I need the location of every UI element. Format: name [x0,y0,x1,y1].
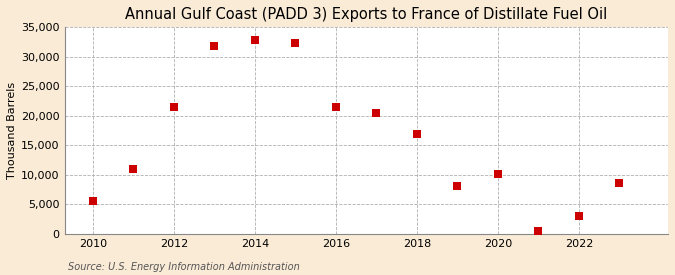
Point [493,172,504,177]
Point [452,183,463,188]
Point [371,111,382,115]
Point [209,44,220,48]
Point [614,181,625,185]
Point [128,167,139,171]
Point [574,214,585,218]
Text: Source: U.S. Energy Information Administration: Source: U.S. Energy Information Administ… [68,262,299,272]
Point [331,105,342,109]
Point [88,199,99,204]
Point [412,131,423,136]
Y-axis label: Thousand Barrels: Thousand Barrels [7,82,17,179]
Point [533,229,544,233]
Point [250,38,261,42]
Title: Annual Gulf Coast (PADD 3) Exports to France of Distillate Fuel Oil: Annual Gulf Coast (PADD 3) Exports to Fr… [125,7,608,22]
Point [169,105,180,109]
Point [290,41,301,45]
